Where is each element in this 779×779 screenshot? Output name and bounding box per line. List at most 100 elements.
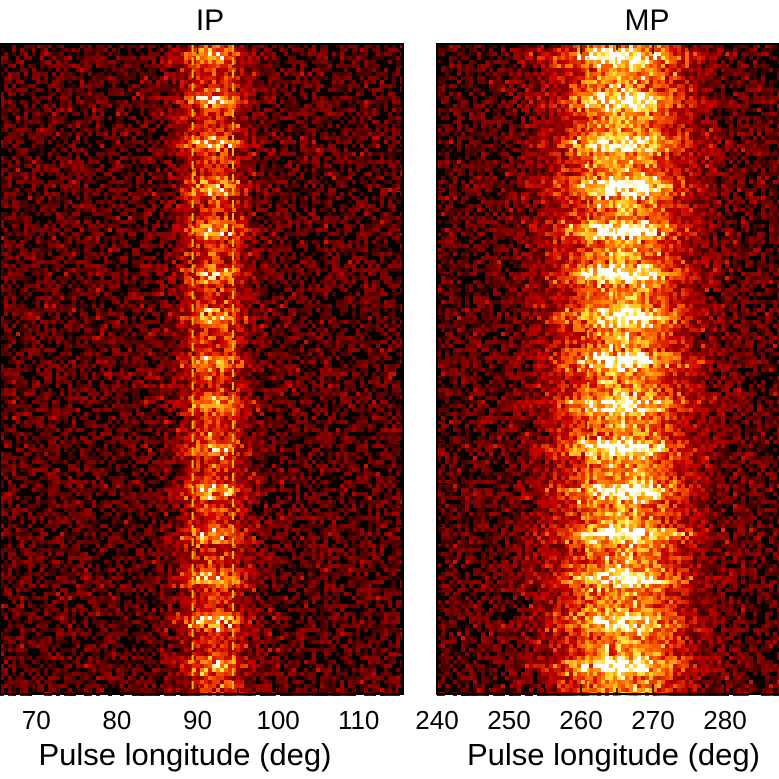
ip-intensity-cell	[108, 252, 112, 256]
ip-intensity-cell	[28, 56, 32, 60]
ip-intensity-cell	[212, 156, 216, 160]
ip-intensity-cell	[116, 88, 120, 92]
ip-intensity-cell	[40, 60, 44, 64]
ip-intensity-cell	[48, 68, 52, 72]
ip-intensity-cell	[116, 220, 120, 224]
ip-intensity-cell	[88, 64, 92, 68]
ip-intensity-cell	[64, 280, 68, 284]
ip-intensity-cell	[108, 260, 112, 264]
ip-intensity-cell	[216, 152, 220, 156]
ip-intensity-cell	[64, 140, 68, 144]
ip-intensity-cell	[156, 44, 160, 48]
ip-intensity-cell	[220, 144, 224, 148]
ip-intensity-cell	[12, 244, 16, 248]
ip-intensity-cell	[140, 260, 144, 264]
ip-intensity-cell	[212, 88, 216, 92]
ip-intensity-cell	[180, 188, 184, 192]
ip-intensity-cell	[256, 216, 260, 220]
ip-intensity-cell	[196, 156, 200, 160]
ip-intensity-cell	[340, 100, 344, 104]
ip-intensity-cell	[196, 200, 200, 204]
ip-intensity-cell	[152, 200, 156, 204]
ip-intensity-cell	[180, 300, 184, 304]
ip-intensity-cell	[196, 292, 200, 296]
ip-intensity-cell	[80, 280, 84, 284]
ip-intensity-cell	[228, 292, 232, 296]
ip-intensity-cell	[32, 52, 36, 56]
ip-intensity-cell	[184, 116, 188, 120]
ip-intensity-cell	[292, 160, 296, 164]
ip-intensity-cell	[236, 76, 240, 80]
ip-intensity-cell	[284, 172, 288, 176]
ip-intensity-cell	[220, 188, 224, 192]
ip-intensity-cell	[164, 56, 168, 60]
ip-intensity-cell	[368, 208, 372, 212]
ip-intensity-cell	[84, 204, 88, 208]
ip-intensity-cell	[64, 120, 68, 124]
ip-intensity-cell	[100, 232, 104, 236]
ip-intensity-cell	[256, 140, 260, 144]
ip-intensity-cell	[180, 180, 184, 184]
ip-intensity-cell	[228, 52, 232, 56]
ip-intensity-cell	[48, 272, 52, 276]
ip-intensity-cell	[228, 144, 232, 148]
ip-intensity-cell	[340, 164, 344, 168]
ip-intensity-cell	[156, 64, 160, 68]
ip-intensity-cell	[224, 248, 228, 252]
ip-intensity-cell	[80, 164, 84, 168]
ip-intensity-cell	[148, 88, 152, 92]
ip-intensity-cell	[124, 244, 128, 248]
ip-intensity-cell	[172, 292, 176, 296]
ip-intensity-cell	[60, 136, 64, 140]
ip-intensity-cell	[200, 128, 204, 132]
ip-intensity-cell	[340, 228, 344, 232]
ip-intensity-cell	[292, 80, 296, 84]
ip-intensity-cell	[352, 300, 356, 304]
ip-intensity-cell	[260, 244, 264, 248]
ip-intensity-cell	[108, 168, 112, 172]
ip-intensity-cell	[60, 284, 64, 288]
ip-intensity-cell	[256, 136, 260, 140]
ip-intensity-cell	[272, 44, 276, 48]
ip-intensity-cell	[72, 224, 76, 228]
ip-intensity-cell	[104, 76, 108, 80]
ip-intensity-cell	[160, 300, 164, 304]
ip-intensity-cell	[160, 268, 164, 272]
ip-intensity-cell	[364, 120, 368, 124]
ip-intensity-cell	[84, 108, 88, 112]
ip-intensity-cell	[368, 232, 372, 236]
ip-intensity-cell	[188, 248, 192, 252]
ip-intensity-cell	[240, 96, 244, 100]
ip-intensity-cell	[128, 296, 132, 300]
ip-intensity-cell	[8, 196, 12, 200]
ip-intensity-cell	[184, 208, 188, 212]
ip-intensity-cell	[124, 180, 128, 184]
ip-intensity-cell	[324, 276, 328, 280]
ip-intensity-cell	[164, 76, 168, 80]
ip-intensity-cell	[128, 288, 132, 292]
ip-intensity-cell	[28, 220, 32, 224]
ip-intensity-cell	[224, 272, 228, 276]
ip-intensity-cell	[248, 188, 252, 192]
ip-intensity-cell	[240, 256, 244, 260]
ip-intensity-cell	[360, 48, 364, 52]
ip-intensity-cell	[256, 152, 260, 156]
ip-intensity-cell	[212, 132, 216, 136]
ip-intensity-cell	[172, 128, 176, 132]
ip-intensity-cell	[68, 276, 72, 280]
ip-intensity-cell	[324, 240, 328, 244]
ip-intensity-cell	[244, 232, 248, 236]
ip-intensity-cell	[148, 80, 152, 84]
ip-intensity-cell	[276, 220, 280, 224]
ip-intensity-cell	[272, 148, 276, 152]
ip-intensity-cell	[196, 196, 200, 200]
ip-intensity-cell	[352, 272, 356, 276]
ip-intensity-cell	[80, 172, 84, 176]
ip-intensity-cell	[304, 196, 308, 200]
ip-intensity-cell	[204, 76, 208, 80]
ip-intensity-cell	[296, 300, 300, 304]
ip-intensity-cell	[24, 84, 28, 88]
ip-intensity-cell	[184, 300, 188, 304]
ip-intensity-cell	[40, 248, 44, 252]
ip-intensity-cell	[8, 232, 12, 236]
